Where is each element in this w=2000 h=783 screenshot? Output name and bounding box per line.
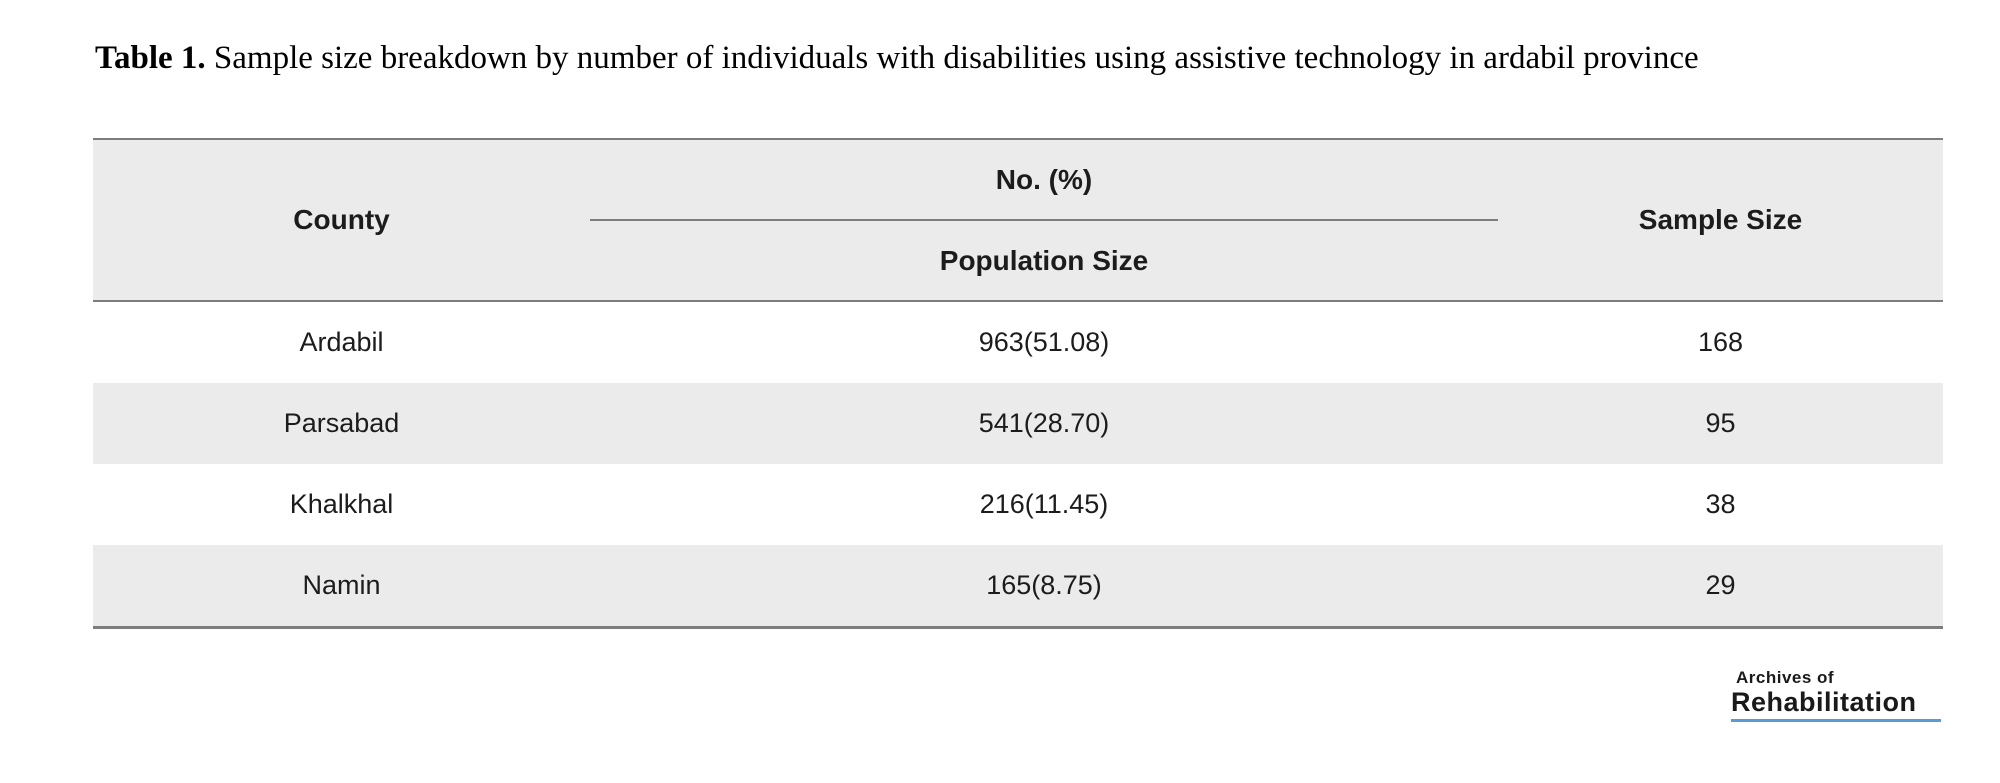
- cell-population: 541(28.70): [978, 408, 1110, 438]
- data-table: County No. (%) Population Size Sample Si…: [93, 138, 1943, 629]
- table-caption: Table 1. Sample size breakdown by number…: [95, 40, 1895, 77]
- journal-logo-underline: [1731, 719, 1941, 722]
- table-caption-text: Sample size breakdown by number of indiv…: [205, 40, 1699, 76]
- table-caption-label: Table 1.: [95, 40, 206, 76]
- header-no-percent: No. (%): [995, 163, 1093, 195]
- cell-county: Ardabil: [299, 327, 384, 357]
- cell-sample: 168: [1697, 327, 1744, 357]
- cell-sample: 95: [1705, 408, 1736, 438]
- journal-logo: Archives of Rehabilitation: [1731, 668, 1943, 722]
- cell-sample: 38: [1705, 489, 1736, 519]
- table-row: Parsabad 541(28.70) 95: [93, 383, 1943, 464]
- header-population-size: Population Size: [939, 244, 1149, 276]
- header-group: No. (%) Population Size: [590, 140, 1498, 300]
- table-header-row: County No. (%) Population Size Sample Si…: [93, 140, 1943, 302]
- table-row: Khalkhal 216(11.45) 38: [93, 464, 1943, 545]
- cell-sample: 29: [1705, 570, 1736, 600]
- journal-logo-line1: Archives of: [1736, 668, 1835, 687]
- cell-population: 165(8.75): [986, 570, 1102, 600]
- cell-county: Namin: [302, 570, 381, 600]
- cell-county: Parsabad: [283, 408, 400, 438]
- cell-population: 216(11.45): [979, 489, 1109, 519]
- header-county: County: [293, 204, 390, 235]
- cell-county: Khalkhal: [289, 489, 394, 519]
- table-row: Namin 165(8.75) 29: [93, 545, 1943, 626]
- journal-logo-line2: Rehabilitation: [1731, 687, 1917, 717]
- cell-population: 963(51.08): [978, 327, 1110, 357]
- table-row: Ardabil 963(51.08) 168: [93, 302, 1943, 383]
- header-sample-size: Sample Size: [1638, 204, 1803, 235]
- header-group-divider: [590, 219, 1498, 221]
